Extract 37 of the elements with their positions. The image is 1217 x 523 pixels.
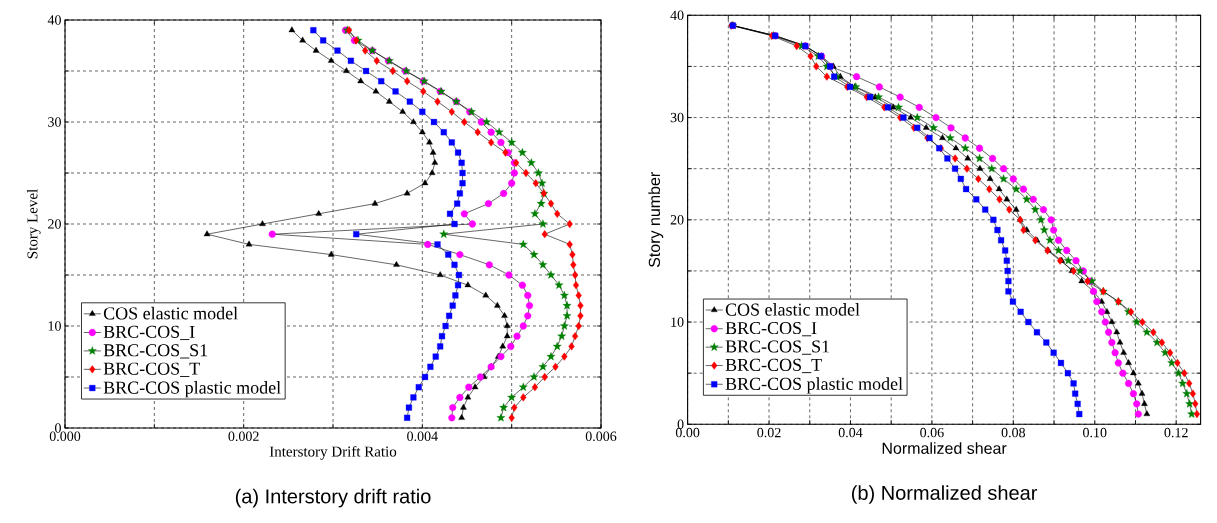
x-tick-label: 0.08 — [1001, 427, 1026, 438]
y-tick-label: 0 — [677, 419, 684, 430]
legend-label: BRC-COS_S1 — [103, 344, 208, 359]
x-tick-label: 0.000 — [49, 431, 81, 442]
y-tick-label: 10 — [48, 321, 61, 331]
legend-label: BRC-COS_T — [103, 362, 200, 377]
legend-label: BRC-COS plastic model — [725, 377, 903, 394]
x-tick-label: 0.04 — [838, 427, 863, 438]
x-axis-title: Interstory Drift Ratio — [269, 445, 397, 460]
y-tick-label: 0 — [55, 423, 61, 433]
y-axis-title: Story number — [648, 172, 664, 268]
y-tick-label: 10 — [671, 317, 684, 327]
legend-label: BRC-COS_I — [725, 322, 817, 337]
x-tick-label: 0.002 — [228, 431, 259, 442]
text: (a) Interstory drift ratio — [235, 488, 431, 508]
y-tick-label: 40 — [47, 15, 61, 25]
y-tick-label: 40 — [670, 10, 684, 21]
legend-label: COS elastic model — [725, 303, 860, 316]
x-tick-label: 0.004 — [407, 431, 438, 442]
legend-label: BRC-COS_I — [103, 325, 195, 341]
x-tick-label: 0.006 — [585, 431, 617, 442]
y-tick-label: 20 — [670, 215, 684, 225]
y-tick-label: 30 — [48, 117, 61, 127]
x-tick-label: 0.10 — [1083, 427, 1107, 438]
legend-label: BRC-COS_S1 — [725, 340, 830, 355]
y-tick-label: 30 — [670, 112, 684, 123]
y-axis-title: Story Level — [26, 189, 41, 259]
x-tick-label: 0.06 — [920, 427, 944, 438]
text: (b) Normalized shear — [851, 485, 1038, 504]
x-axis-title: Normalized shear — [882, 442, 1007, 454]
legend-label: COS elastic model — [103, 306, 238, 320]
x-tick-label: 0.02 — [757, 427, 781, 438]
y-tick-label: 20 — [48, 219, 61, 229]
x-tick-label: 0.12 — [1164, 427, 1188, 438]
legend-label: BRC-COS_T — [725, 358, 822, 374]
legend-label: BRC-COS plastic model — [103, 381, 281, 398]
x-tick-label: 0.00 — [675, 427, 700, 438]
